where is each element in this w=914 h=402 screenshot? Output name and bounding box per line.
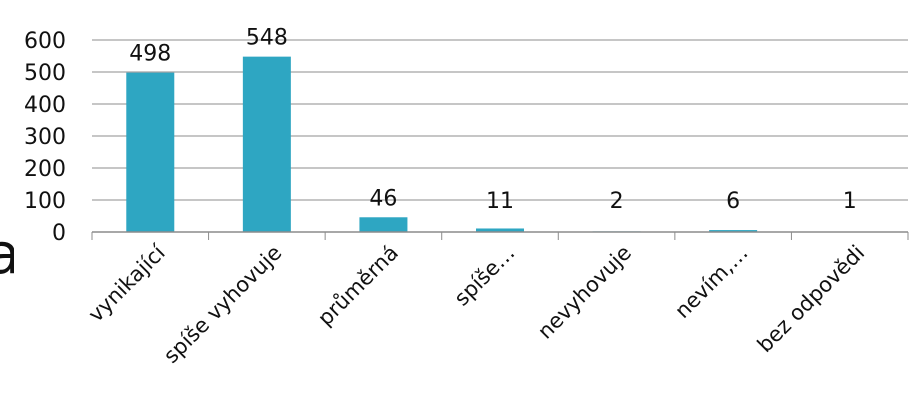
data-label-4: 11 [486, 189, 514, 214]
y-axis-ticks: 0 100 200 300 400 500 600 [24, 29, 66, 246]
x-tick-label-1: vynikající [84, 240, 171, 327]
data-label-7: 1 [843, 189, 857, 214]
bar-2 [242, 56, 291, 232]
data-labels: 498 548 46 11 2 6 1 [129, 26, 856, 214]
x-axis [91, 231, 909, 240]
data-label-3: 46 [369, 186, 397, 211]
bar-1 [126, 72, 175, 232]
y-tick-label: 100 [24, 189, 66, 214]
y-tick-label: 300 [24, 125, 66, 150]
y-tick-label: 200 [24, 157, 66, 182]
y-tick-label: 600 [24, 29, 66, 54]
data-label-5: 2 [610, 189, 624, 214]
y-tick-label: 0 [52, 221, 66, 246]
x-tick-label-2: spíše vyhovuje [159, 241, 286, 368]
bar-6 [709, 230, 758, 232]
bars [126, 56, 874, 233]
x-tick-label-6: nevím,… [670, 241, 752, 323]
cropped-text-fragment: a [0, 230, 14, 290]
bar-3 [359, 217, 408, 232]
x-tick-label-5: nevyhovuje [533, 241, 636, 344]
gridlines [92, 39, 908, 201]
x-tick-label-3: průměrná [313, 241, 403, 331]
x-tick-label-4: spíše… [450, 241, 520, 311]
data-label-1: 498 [129, 42, 171, 67]
data-label-2: 548 [246, 26, 288, 51]
y-tick-label: 500 [24, 61, 66, 86]
data-label-6: 6 [726, 189, 740, 214]
bar-4 [476, 228, 524, 232]
y-tick-label: 400 [24, 93, 66, 118]
x-tick-label-7: bez odpovědi [753, 241, 870, 358]
